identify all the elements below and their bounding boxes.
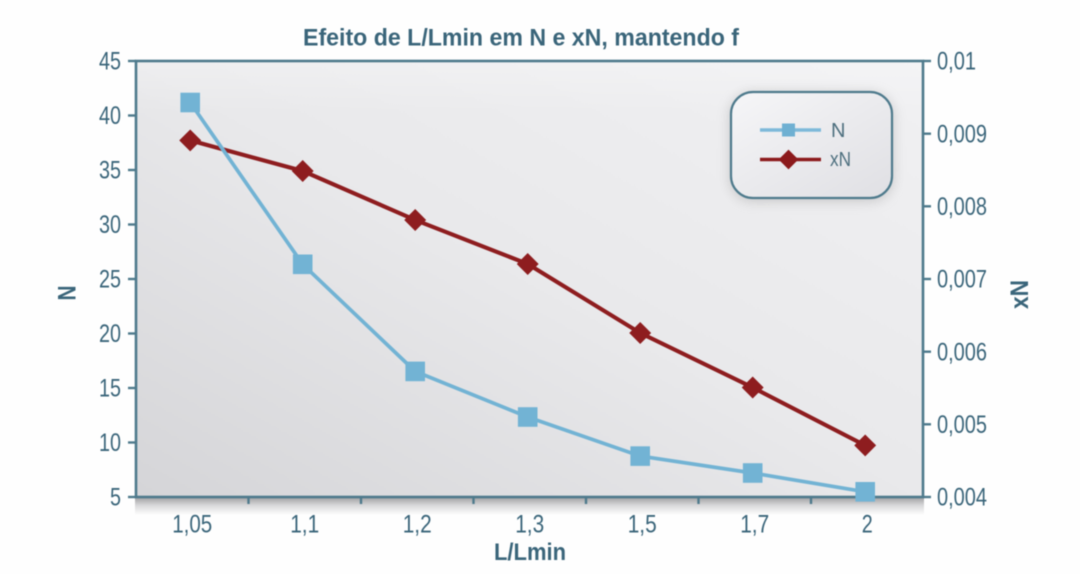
svg-text:1,7: 1,7 bbox=[740, 511, 769, 539]
svg-text:Efeito de L/Lmin em N e xN, ma: Efeito de L/Lmin em N e xN, mantendo f bbox=[303, 25, 740, 52]
svg-text:45: 45 bbox=[99, 48, 121, 76]
svg-text:25: 25 bbox=[99, 266, 121, 294]
svg-text:5: 5 bbox=[110, 484, 121, 512]
svg-text:2: 2 bbox=[862, 511, 873, 539]
svg-text:L/Lmin: L/Lmin bbox=[494, 539, 566, 566]
svg-text:xN: xN bbox=[830, 149, 851, 171]
svg-text:40: 40 bbox=[99, 102, 121, 130]
svg-text:1,1: 1,1 bbox=[290, 511, 319, 539]
svg-text:1,3: 1,3 bbox=[515, 511, 544, 539]
svg-text:0,004: 0,004 bbox=[937, 484, 987, 512]
svg-text:30: 30 bbox=[99, 211, 121, 239]
svg-text:1,5: 1,5 bbox=[628, 511, 657, 539]
svg-text:20: 20 bbox=[99, 320, 121, 348]
svg-text:15: 15 bbox=[99, 375, 121, 403]
svg-text:0,006: 0,006 bbox=[937, 338, 987, 366]
svg-text:0,007: 0,007 bbox=[937, 266, 987, 294]
svg-text:1,05: 1,05 bbox=[172, 511, 212, 539]
svg-text:N: N bbox=[54, 286, 82, 301]
svg-text:0,005: 0,005 bbox=[937, 411, 987, 439]
svg-text:N: N bbox=[831, 120, 845, 142]
svg-text:35: 35 bbox=[99, 157, 121, 185]
svg-text:1,2: 1,2 bbox=[403, 511, 432, 539]
svg-text:0,009: 0,009 bbox=[937, 120, 987, 148]
svg-text:10: 10 bbox=[99, 429, 121, 457]
svg-text:0,01: 0,01 bbox=[937, 48, 976, 76]
svg-text:0,008: 0,008 bbox=[937, 193, 987, 221]
svg-text:xN: xN bbox=[1006, 280, 1034, 309]
